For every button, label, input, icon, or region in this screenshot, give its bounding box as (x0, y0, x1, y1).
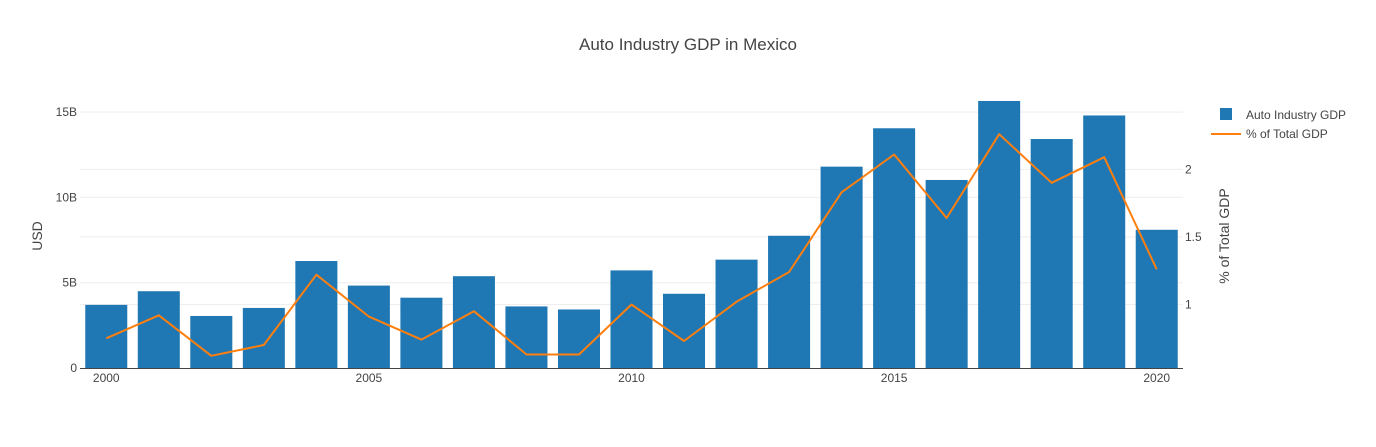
bar-2004 (295, 261, 338, 368)
legend-label-bar: Auto Industry GDP (1246, 108, 1346, 122)
y-axis-title: USD (29, 221, 45, 251)
x-tick-label: 2015 (881, 371, 908, 385)
axes: 2000 2005 2010 2015 2020 0 5B 10B 15B 1 1.5 2 (56, 105, 1202, 385)
y-tick-label: 5B (62, 276, 77, 290)
y-tick-label: 10B (56, 190, 77, 204)
legend-bar-swatch (1220, 108, 1232, 120)
line-series (105, 133, 1158, 357)
bar-2013 (768, 235, 811, 368)
line-percent-total-gdp (105, 133, 1158, 357)
y2-axis-title: % of Total GDP (1216, 188, 1232, 283)
legend-label-line: % of Total GDP (1246, 127, 1328, 141)
bar-2002 (190, 315, 233, 368)
bar-2008 (505, 306, 548, 368)
x-tick-label: 2010 (618, 371, 645, 385)
legend-item-auto-industry-gdp[interactable]: Auto Industry GDP (1220, 108, 1346, 122)
y2-tick-label: 1 (1185, 297, 1192, 311)
bar-2009 (557, 309, 600, 368)
legend-item-percent-total-gdp[interactable]: % of Total GDP (1211, 127, 1328, 141)
chart-title: Auto Industry GDP in Mexico (579, 35, 797, 54)
bar-2003 (242, 307, 285, 368)
x-tick-label: 2000 (93, 371, 120, 385)
y2-tick-label: 2 (1185, 162, 1192, 176)
bar-2016 (925, 179, 968, 368)
x-tick-label: 2005 (356, 371, 383, 385)
legend[interactable]: Auto Industry GDP % of Total GDP (1211, 108, 1346, 141)
bar-2014 (820, 166, 863, 368)
y-tick-label: 15B (56, 105, 77, 119)
bar-2012 (715, 259, 758, 368)
bar-2015 (873, 128, 916, 368)
x-tick-label: 2020 (1143, 371, 1170, 385)
bar-2019 (1083, 115, 1126, 368)
bar-2001 (137, 291, 180, 368)
bar-2005 (347, 285, 390, 368)
bar-2018 (1030, 139, 1073, 368)
bar-series (85, 100, 1178, 369)
bar-2000 (85, 304, 128, 368)
y2-tick-label: 1.5 (1185, 230, 1202, 244)
bar-2017 (978, 100, 1021, 369)
y-tick-label: 0 (70, 361, 77, 375)
bar-2020 (1135, 229, 1178, 368)
